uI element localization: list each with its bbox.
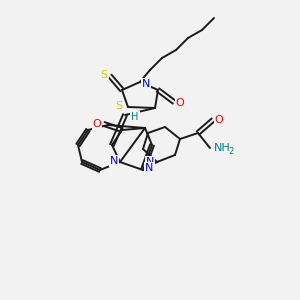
Text: NH: NH [214, 143, 230, 153]
Text: N: N [145, 163, 153, 173]
Text: S: S [116, 101, 123, 111]
Text: S: S [100, 70, 108, 80]
Text: O: O [176, 98, 184, 108]
Text: N: N [110, 156, 118, 166]
Text: N: N [146, 157, 154, 167]
Text: 2: 2 [228, 146, 234, 155]
Text: N: N [142, 79, 150, 89]
Text: O: O [93, 119, 101, 129]
Text: H: H [131, 112, 139, 122]
Text: O: O [214, 115, 224, 125]
